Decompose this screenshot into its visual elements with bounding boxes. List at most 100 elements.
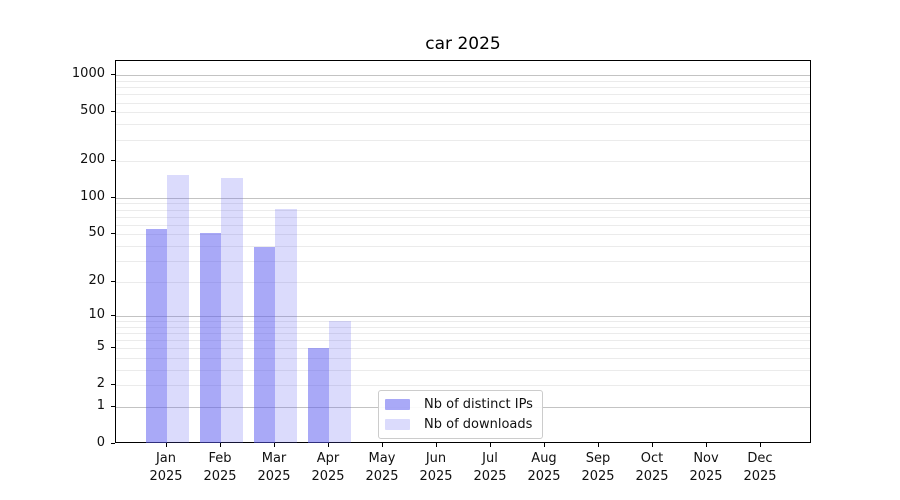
bar-apr-series1 — [329, 321, 351, 443]
x-tick — [382, 443, 383, 447]
y-tick — [111, 233, 115, 235]
x-tick-label: Apr 2025 — [296, 450, 360, 486]
x-tick — [328, 443, 329, 447]
x-tick-label-month: Oct — [640, 451, 664, 466]
x-tick-label-month: Jul — [482, 451, 498, 466]
gridline-minor — [116, 203, 810, 205]
x-tick-label-month: Mar — [261, 451, 287, 466]
x-tick-label: Mar 2025 — [242, 450, 306, 486]
gridline-minor — [116, 234, 810, 236]
gridline-minor — [116, 81, 810, 82]
x-tick-label: Nov 2025 — [674, 450, 738, 486]
x-tick-label-month: Apr — [316, 451, 340, 466]
y-tick — [111, 160, 115, 162]
chart-title: car 2025 — [425, 34, 501, 54]
gridline-minor — [116, 102, 810, 104]
x-tick-label-month: Feb — [208, 451, 232, 466]
gridline-minor — [116, 124, 810, 126]
gridline-minor — [116, 112, 810, 114]
gridline-minor — [116, 348, 810, 350]
y-tick — [111, 347, 115, 349]
y-tick — [111, 111, 115, 113]
bar-jan-series1 — [167, 174, 189, 443]
y-tick — [111, 280, 115, 282]
y-tick-label: 2 — [96, 376, 105, 392]
x-tick-label-month: Sep — [585, 451, 611, 466]
x-tick — [274, 443, 275, 447]
bar-mar-series1 — [275, 208, 297, 443]
y-tick — [111, 384, 115, 386]
x-tick — [166, 443, 167, 447]
legend-item-1: Nb of downloads — [385, 416, 533, 433]
y-tick — [111, 406, 115, 407]
x-tick-label-year: 2025 — [311, 469, 345, 484]
y-tick — [111, 74, 115, 76]
y-tick-label: 50 — [88, 225, 105, 241]
x-tick-label: Aug 2025 — [512, 450, 576, 486]
gridline-minor — [116, 209, 810, 211]
x-tick-label: Dec 2025 — [728, 450, 792, 486]
gridline-minor — [116, 321, 810, 323]
bar-feb-series0 — [199, 233, 221, 443]
x-tick-label: Jun 2025 — [404, 450, 468, 486]
x-tick-label-year: 2025 — [689, 469, 723, 484]
legend-swatch-icon — [385, 419, 410, 430]
bar-apr-series0 — [307, 348, 329, 443]
x-tick — [706, 443, 707, 447]
x-tick — [220, 443, 221, 447]
gridline-minor — [116, 94, 810, 96]
y-tick — [111, 443, 115, 444]
gridline-minor — [116, 260, 810, 262]
y-tick-label: 1 — [96, 398, 105, 413]
legend-swatch-icon — [385, 399, 410, 410]
y-tick-label: 100 — [80, 188, 105, 204]
x-tick-label-year: 2025 — [419, 469, 453, 484]
y-tick-label: 10 — [88, 307, 105, 323]
gridline-minor — [116, 161, 810, 163]
x-tick-label-year: 2025 — [365, 469, 399, 484]
plot-area — [115, 60, 811, 443]
gridline-minor — [116, 281, 810, 283]
x-tick-label: Oct 2025 — [620, 450, 684, 486]
x-tick-label: Sep 2025 — [566, 450, 630, 486]
x-tick-label-year: 2025 — [149, 469, 183, 484]
bar-jan-series0 — [145, 229, 167, 443]
y-tick — [111, 315, 115, 317]
x-tick-label-year: 2025 — [581, 469, 615, 484]
legend: Nb of distinct IPs Nb of downloads — [378, 390, 543, 439]
gridline-major — [116, 75, 810, 77]
x-tick-label-month: May — [368, 451, 396, 466]
x-tick-label: May 2025 — [350, 450, 414, 486]
gridline-major — [116, 197, 810, 199]
y-tick — [111, 196, 115, 198]
y-tick-label: 200 — [80, 152, 105, 168]
bar-feb-series1 — [221, 178, 243, 443]
bar-mar-series0 — [253, 247, 275, 443]
x-tick-label: Jul 2025 — [458, 450, 522, 486]
y-tick-label: 500 — [80, 103, 105, 119]
x-tick — [760, 443, 761, 447]
gridline-minor — [116, 358, 810, 360]
x-tick — [598, 443, 599, 447]
x-tick-label-month: Aug — [531, 451, 557, 466]
x-tick-label-year: 2025 — [743, 469, 777, 484]
x-tick-label: Feb 2025 — [188, 450, 252, 486]
y-tick-label: 1000 — [71, 66, 105, 82]
y-tick-label: 20 — [88, 272, 105, 288]
gridline-minor — [116, 139, 810, 141]
y-tick-label: 5 — [96, 339, 105, 355]
gridline-minor — [116, 370, 810, 371]
y-tick-label: 0 — [96, 435, 105, 450]
legend-label: Nb of distinct IPs — [424, 397, 533, 412]
x-tick — [436, 443, 437, 447]
legend-label: Nb of downloads — [424, 417, 533, 432]
gridline-major — [116, 316, 810, 318]
gridline-minor — [116, 216, 810, 218]
gridline-minor — [116, 87, 810, 89]
x-tick-label-year: 2025 — [527, 469, 561, 484]
x-tick-label-month: Dec — [747, 451, 773, 466]
x-tick-label-year: 2025 — [203, 469, 237, 484]
x-tick — [544, 443, 545, 447]
gridline-minor — [116, 340, 810, 342]
